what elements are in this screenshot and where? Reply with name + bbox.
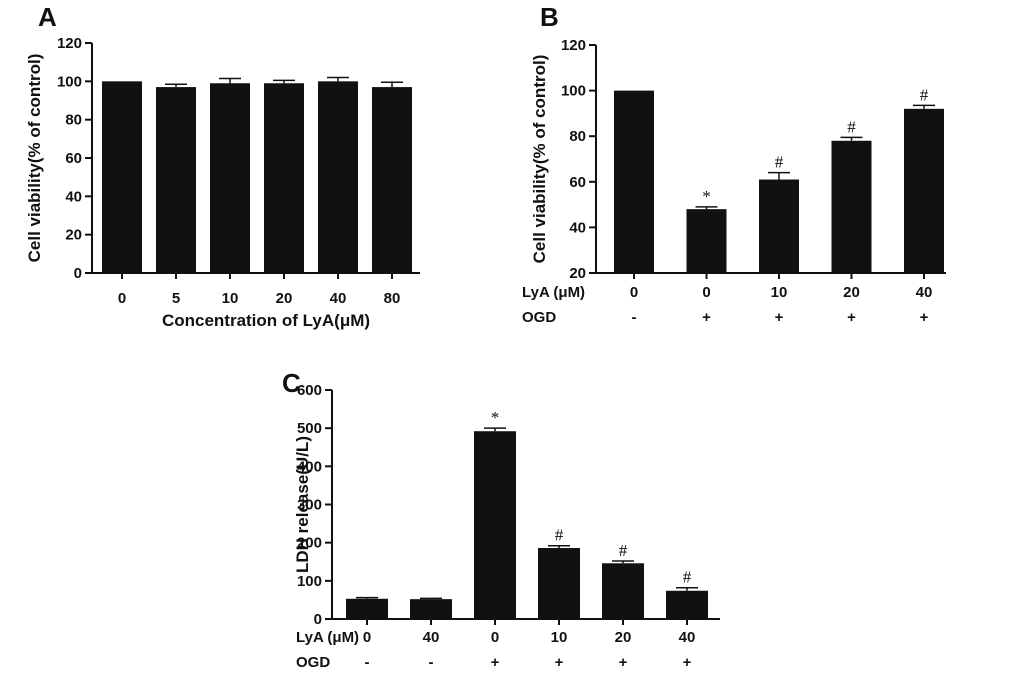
bar (318, 81, 358, 273)
y-tick-label: 100 (57, 73, 82, 90)
condition-value: + (920, 309, 929, 326)
y-tick-label: 20 (569, 265, 586, 282)
bar (614, 90, 654, 273)
x-tick-label: 80 (384, 290, 401, 307)
bar (210, 83, 250, 273)
condition-value: - (632, 309, 637, 326)
y-tick-label: 80 (65, 112, 82, 129)
y-tick-label: 100 (297, 573, 322, 590)
condition-value: - (429, 654, 434, 671)
bar (102, 81, 142, 273)
bar (474, 431, 516, 619)
bar (372, 87, 412, 273)
y-tick-label: 600 (297, 382, 322, 399)
x-axis-title: Concentration of LyA(μM) (162, 311, 370, 330)
y-tick-label: 60 (65, 150, 82, 167)
condition-label: LyA (μM) (522, 284, 585, 301)
condition-value: + (683, 654, 692, 671)
y-tick-label: 120 (561, 37, 586, 54)
bar (666, 590, 708, 619)
y-axis-title: Cell viability(% of control) (530, 55, 549, 264)
y-tick-label: 60 (569, 174, 586, 191)
condition-value: 10 (771, 284, 788, 301)
condition-value: - (365, 654, 370, 671)
significance-mark: # (920, 85, 929, 104)
bar (602, 563, 644, 619)
x-tick-label: 0 (118, 290, 126, 307)
bar (904, 108, 944, 273)
condition-value: 20 (615, 629, 632, 646)
significance-mark: # (775, 153, 784, 172)
y-tick-label: 500 (297, 420, 322, 437)
condition-label: OGD (296, 654, 330, 671)
condition-value: + (847, 309, 856, 326)
y-tick-label: 0 (74, 265, 82, 282)
x-tick-label: 40 (330, 290, 347, 307)
condition-label: LyA (μM) (296, 629, 359, 646)
y-axis-title: LDH release(U/L) (293, 436, 312, 573)
significance-mark: * (702, 187, 711, 206)
condition-value: 40 (423, 629, 440, 646)
y-tick-label: 120 (57, 35, 82, 52)
condition-value: 0 (491, 629, 499, 646)
panel-letter: A (38, 2, 57, 32)
bar (410, 599, 452, 619)
bar (264, 83, 304, 273)
bar (156, 87, 196, 273)
panel-letter: C (282, 368, 301, 398)
y-tick-label: 80 (569, 128, 586, 145)
significance-mark: # (847, 117, 856, 136)
condition-value: 40 (679, 629, 696, 646)
condition-value: + (491, 654, 500, 671)
condition-value: 0 (630, 284, 638, 301)
condition-value: 20 (843, 284, 860, 301)
y-tick-label: 100 (561, 83, 586, 100)
condition-value: 0 (702, 284, 710, 301)
y-tick-label: 300 (297, 497, 322, 514)
bar (346, 598, 388, 619)
x-tick-label: 20 (276, 290, 293, 307)
bar (538, 548, 580, 619)
significance-mark: * (491, 408, 500, 427)
y-tick-label: 400 (297, 458, 322, 475)
significance-mark: # (555, 526, 564, 545)
y-tick-label: 40 (569, 219, 586, 236)
y-tick-label: 20 (65, 227, 82, 244)
condition-value: 10 (551, 629, 568, 646)
panel-letter: B (540, 2, 559, 32)
condition-value: + (555, 654, 564, 671)
condition-value: 0 (363, 629, 371, 646)
x-tick-label: 10 (222, 290, 239, 307)
bar (831, 140, 872, 273)
condition-value: 40 (916, 284, 933, 301)
y-tick-label: 40 (65, 188, 82, 205)
bar (759, 179, 799, 273)
x-tick-label: 5 (172, 290, 180, 307)
bar (686, 209, 727, 273)
condition-label: OGD (522, 309, 556, 326)
significance-mark: # (619, 541, 628, 560)
y-tick-label: 0 (314, 611, 322, 628)
significance-mark: # (683, 568, 692, 587)
condition-value: + (702, 309, 711, 326)
condition-value: + (619, 654, 628, 671)
y-tick-label: 200 (297, 535, 322, 552)
y-axis-title: Cell viability(% of control) (25, 54, 44, 263)
condition-value: + (775, 309, 784, 326)
